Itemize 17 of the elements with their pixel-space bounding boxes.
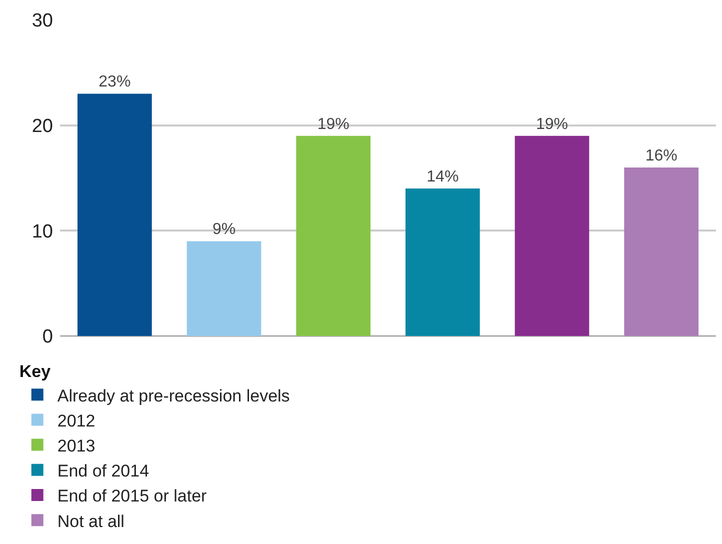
y-tick-label: 20 xyxy=(32,116,53,137)
legend-label: Already at pre-recession levels xyxy=(57,386,290,406)
legend-label: End of 2014 xyxy=(57,462,150,481)
y-tick-label: 30 xyxy=(32,10,53,32)
legend-label: Not at all xyxy=(57,512,124,531)
y-tick-label: 10 xyxy=(32,221,53,242)
legend-title: Key xyxy=(19,362,52,382)
legend-label: 2013 xyxy=(57,436,96,456)
data-label: 9% xyxy=(212,221,236,238)
data-label: 19% xyxy=(536,116,568,133)
data-label: 14% xyxy=(426,168,459,186)
legend-label: 2012 xyxy=(57,411,96,430)
legend-label: End of 2015 or later xyxy=(57,486,208,506)
y-tick-label: 0 xyxy=(42,326,53,348)
data-label: 19% xyxy=(317,116,350,133)
data-label: 23% xyxy=(98,74,131,91)
data-label: 16% xyxy=(645,147,678,164)
